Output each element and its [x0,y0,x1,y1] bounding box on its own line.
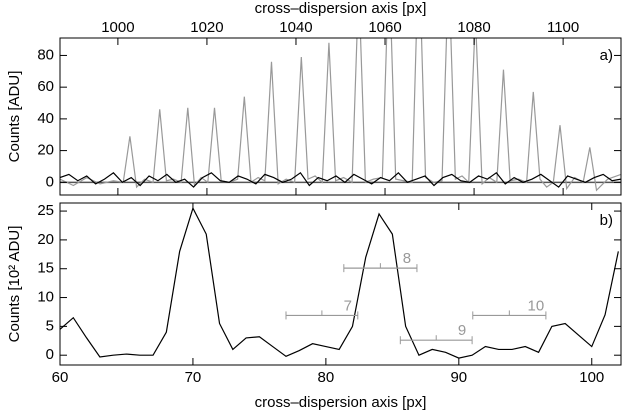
y-tick-label: 5 [46,317,54,334]
panel-label: a) [600,47,613,64]
y-tick-label: 60 [37,78,54,95]
y-axis-label: Counts [ADU] [6,71,23,163]
x-tick-label: 80 [318,369,335,386]
panel-label: b) [600,212,613,229]
y-axis-label: Counts [10² ADU] [6,226,23,343]
x-tick-label: 1000 [101,19,134,36]
plot-area [60,38,621,192]
x-axis-label: cross–dispersion axis [px] [255,0,427,17]
error-label: 10 [528,297,545,314]
x-tick-label: 1100 [547,19,579,36]
y-tick-label: 10 [37,289,54,306]
plot-area [60,206,619,359]
axes-frame [59,37,622,196]
axes-frame [59,202,622,366]
data-line [60,171,621,188]
data-line [60,38,621,192]
x-tick-label: 100 [579,369,604,386]
y-tick-label: 80 [37,46,54,63]
y-tick-label: 40 [37,110,54,127]
x-tick-label: 1060 [368,19,401,36]
y-tick-label: 20 [37,142,54,159]
error-label: 8 [403,250,411,267]
x-tick-label: 1040 [279,19,312,36]
x-tick-label: 70 [185,369,202,386]
error-label: 9 [458,322,466,339]
y-tick-label: 15 [37,260,54,277]
y-tick-label: 0 [46,346,54,363]
data-line [60,206,619,359]
x-tick-label: 1080 [457,19,490,36]
y-tick-label: 25 [37,202,54,219]
x-axis-label: cross–dispersion axis [px] [255,394,427,411]
y-tick-label: 0 [46,173,54,190]
x-tick-label: 60 [52,369,69,386]
y-tick-label: 20 [37,231,54,248]
x-tick-label: 1020 [190,19,223,36]
x-tick-label: 90 [450,369,467,386]
error-label: 7 [344,297,352,314]
